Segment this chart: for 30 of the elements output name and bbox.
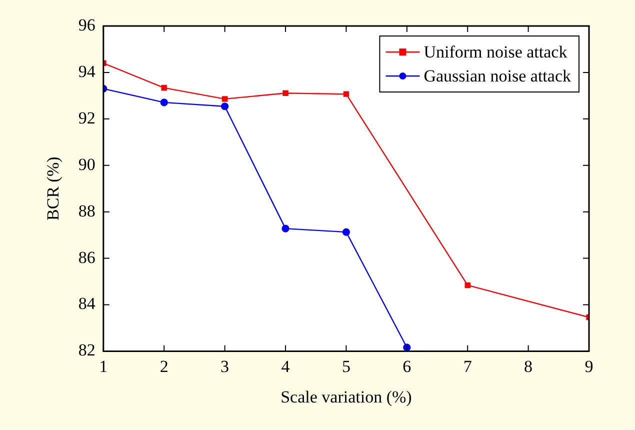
y-tick-label: 84 [78, 294, 96, 314]
y-axis-title: BCR (%) [44, 156, 63, 220]
point [161, 84, 167, 91]
point [464, 282, 470, 288]
x-tick-label: 4 [281, 356, 290, 376]
x-tick-label: 7 [463, 356, 472, 376]
y-tick-label: 82 [78, 340, 96, 360]
x-tick-label: 8 [524, 356, 533, 376]
x-tick-label: 2 [160, 356, 168, 376]
x-tick-label: 3 [220, 356, 230, 376]
legend-label: Uniform noise attack [424, 42, 568, 62]
point [160, 98, 168, 106]
y-tick-label: 88 [78, 201, 96, 220]
x-tick-label: 1 [99, 356, 108, 376]
y-tick-label: 96 [78, 15, 96, 34]
point [221, 102, 229, 110]
y-tick-label: 86 [78, 248, 96, 267]
x-tick-label: 5 [342, 356, 350, 376]
y-tick-label: 90 [78, 154, 96, 174]
x-tick-label: 9 [584, 356, 594, 376]
point [282, 224, 290, 232]
legend-label: Gaussian noise attack [424, 66, 572, 86]
x-tick-label: 6 [402, 356, 412, 376]
y-tick-label: 94 [78, 62, 96, 81]
point [342, 228, 350, 236]
point [222, 96, 228, 102]
point [282, 90, 288, 96]
point [343, 91, 350, 97]
x-axis-title: Scale variation (%) [280, 387, 412, 406]
y-tick-label: 92 [78, 108, 96, 128]
